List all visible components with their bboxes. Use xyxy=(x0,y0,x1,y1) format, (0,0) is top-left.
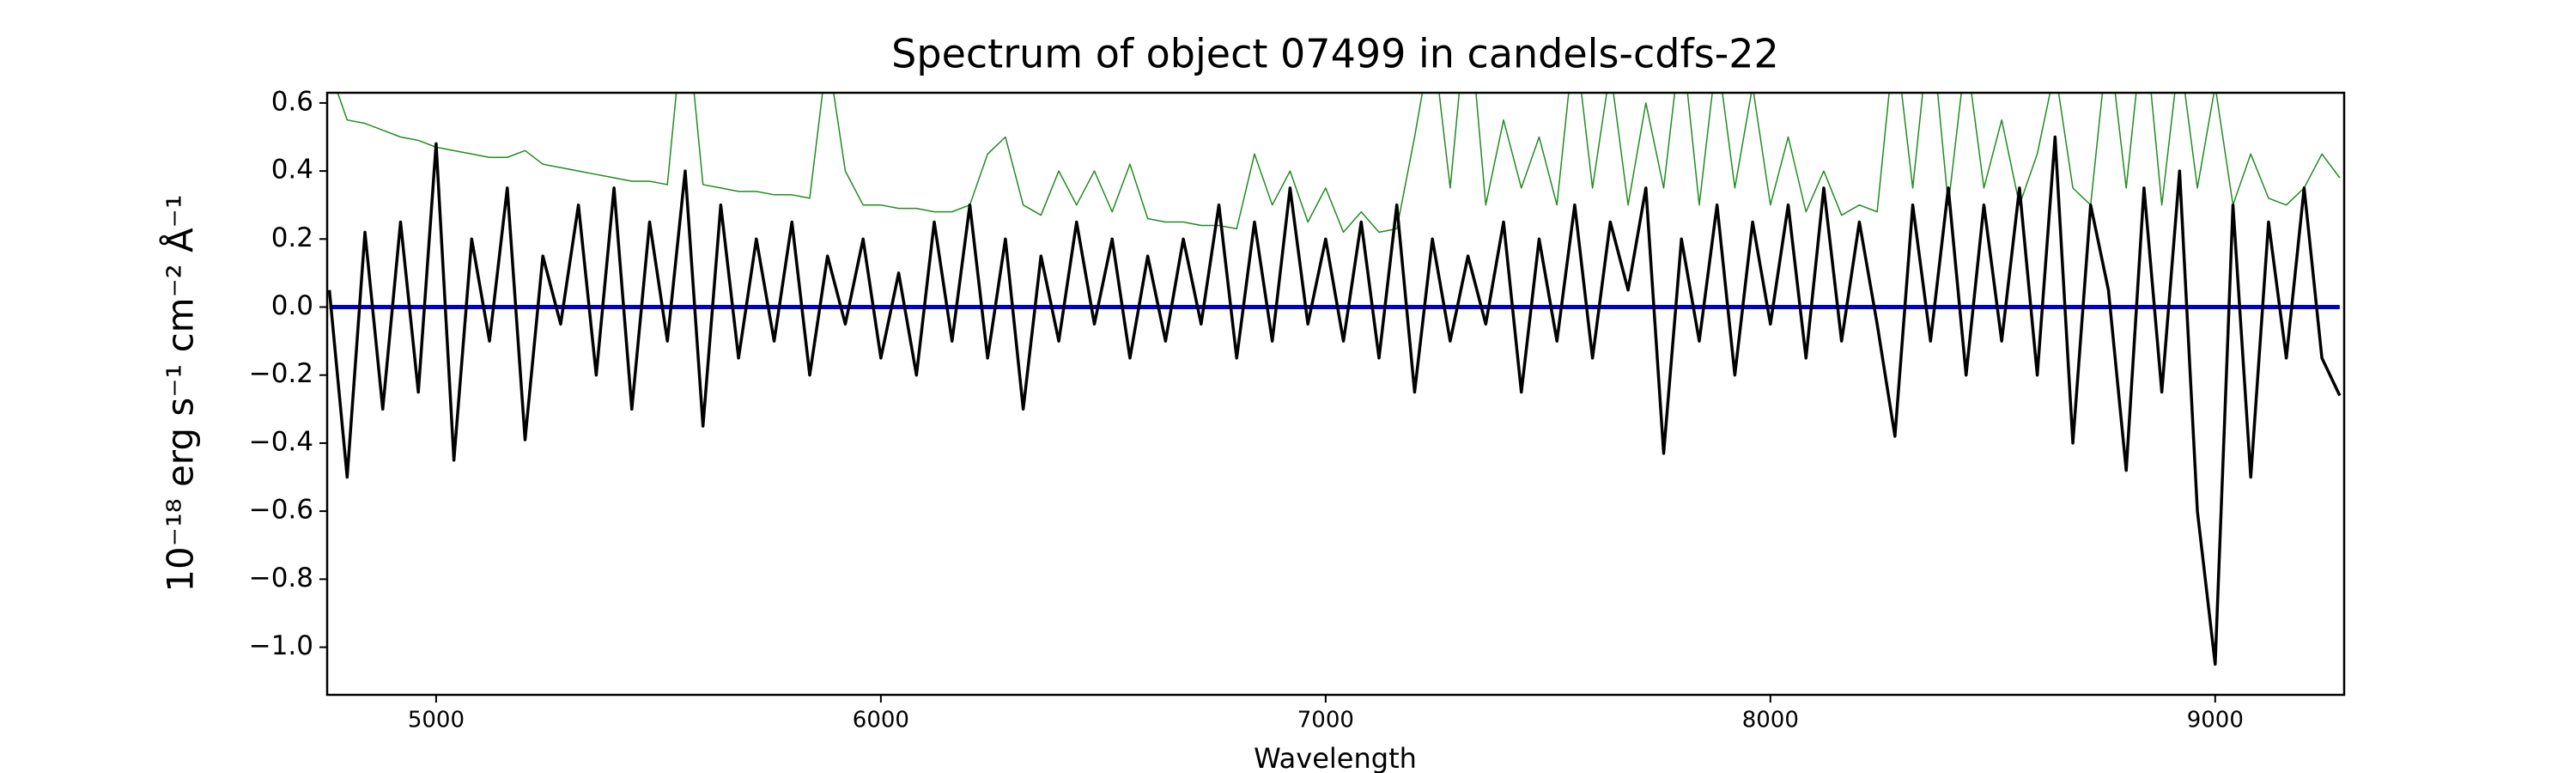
spectrum-line xyxy=(327,135,2342,666)
x-tick-label: 8000 xyxy=(1742,708,1799,733)
y-tick-label: −0.2 xyxy=(249,358,313,389)
y-tick-label: −0.4 xyxy=(249,426,313,457)
plot-area xyxy=(327,93,2342,666)
x-axis-label: Wavelength xyxy=(1254,742,1417,773)
y-tick-label: 0.4 xyxy=(271,155,313,186)
x-tick-label: 6000 xyxy=(853,708,909,733)
x-tick-label: 5000 xyxy=(408,708,465,733)
y-tick-label: −1.0 xyxy=(249,630,313,661)
y-tick-label: −0.8 xyxy=(249,563,313,593)
x-tick-label: 7000 xyxy=(1297,708,1354,733)
x-tick-label: 9000 xyxy=(2187,708,2244,733)
y-tick-label: 0.6 xyxy=(271,86,313,117)
y-axis-label: 10⁻¹⁸ erg s⁻¹ cm⁻² Å⁻¹ xyxy=(159,194,202,592)
chart-title: Spectrum of object 07499 in candels-cdfs… xyxy=(891,31,1779,77)
y-tick-label: −0.6 xyxy=(249,495,313,526)
spectrum-line xyxy=(337,93,2341,234)
axes-frame xyxy=(325,91,2346,697)
y-tick-label: 0.2 xyxy=(271,222,313,253)
y-tick-label: 0.0 xyxy=(271,290,313,321)
